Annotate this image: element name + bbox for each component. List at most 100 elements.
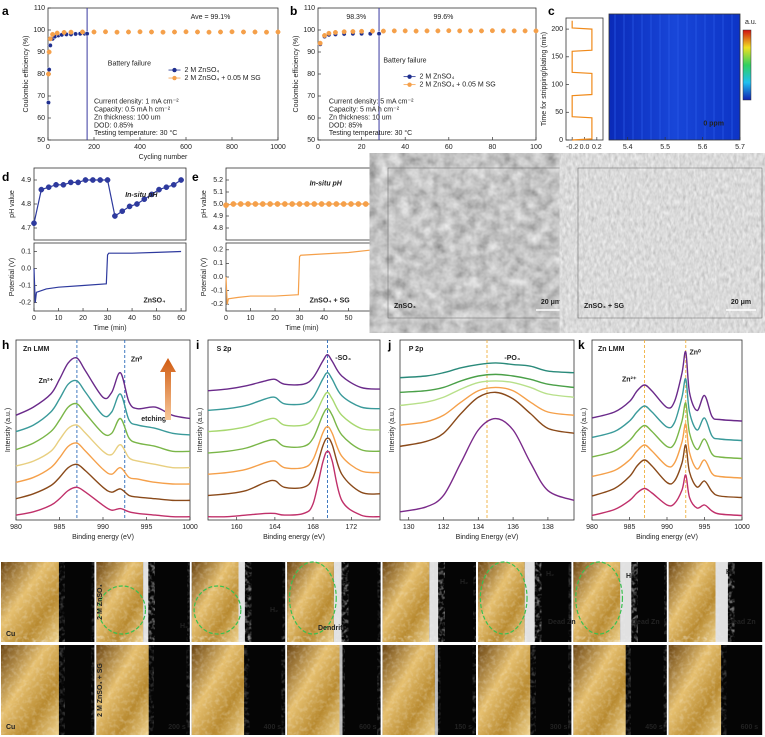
dendrite-grain [244, 562, 251, 642]
y-tick-label: 0.0 [21, 265, 31, 272]
bubble-outline [479, 561, 528, 635]
annotation: S 2p [217, 346, 232, 353]
x-tick-label: 985 [54, 524, 66, 531]
data-point [468, 28, 474, 34]
data-point [500, 28, 506, 34]
data-point [91, 29, 97, 35]
data-point [457, 28, 463, 34]
annotation: Capacity: 0.5 mA h cm⁻² [94, 106, 171, 113]
dendrite [238, 562, 245, 642]
data-point [206, 29, 212, 35]
data-point [359, 28, 365, 34]
data-point [160, 29, 166, 35]
data-point [355, 201, 362, 207]
dendrite [715, 562, 728, 642]
time-label: 400 s [264, 724, 282, 731]
spectrum [15, 424, 191, 469]
data-point [172, 29, 177, 35]
y-tick-label: 100 [303, 27, 315, 34]
data-point [348, 201, 354, 207]
image-annotation: Dead Zn [548, 619, 576, 626]
x-tick-label: 400 [134, 144, 146, 151]
condition-label: 2 M ZnSO₄ + SG [97, 663, 104, 717]
x-axis-label: Binding energy (eV) [72, 534, 134, 541]
panel-label: d [2, 170, 9, 184]
panel-label: b [290, 4, 297, 18]
data-point [47, 42, 53, 48]
spectrum [207, 372, 381, 412]
spectrum [591, 402, 743, 460]
spectrum [399, 380, 575, 407]
data-point [252, 29, 258, 35]
annotation: In-situ pH [310, 181, 343, 188]
grain [573, 645, 626, 735]
plot: 4.8 4.9 5.0 5.1 5.2 pH value In-situ pH [201, 167, 379, 241]
annotation: -PO₄ [504, 355, 520, 362]
data-point [114, 29, 120, 35]
plot: 0 10 20 30 40 50 60 -0.2 -0.1 0.0 0.1 0.2 Time (min)… [201, 242, 379, 332]
data-point [104, 177, 111, 183]
data-point [97, 177, 104, 183]
grain [191, 562, 239, 642]
annotation: 99.6% [434, 14, 454, 21]
x-tick-label: 1000 [182, 524, 198, 531]
x-tick-label: 134 [472, 524, 484, 531]
data-point [89, 177, 96, 183]
annotation: Testing temperature: 30 °C [329, 129, 412, 137]
x-axis-label: Cycle number [405, 154, 449, 161]
x-tick-label: 138 [542, 524, 554, 531]
annotation: Zn⁰ [690, 348, 702, 356]
image-annotation: H₂ [726, 569, 734, 576]
plot: 5.4 5.5 5.6 5.7 Time (min) 0 ppm [608, 13, 745, 161]
y-tick-label: 200 [551, 26, 563, 33]
spectrum [591, 444, 743, 499]
annotation: Zn thickness: 10 um [329, 114, 392, 121]
sem-frame [577, 167, 763, 319]
image-annotation: H₂ [270, 607, 278, 614]
grain [668, 645, 722, 735]
axes-frame [591, 339, 743, 521]
y-tick-label: 4.9 [21, 177, 31, 184]
sem-caption: ZnSO₄ [394, 303, 416, 310]
deposit [339, 645, 343, 735]
data-point [126, 203, 133, 210]
dendrite-grain [534, 562, 541, 642]
x-tick-label: 990 [661, 524, 673, 531]
data-point [46, 100, 51, 106]
spectrum [207, 450, 381, 518]
data-point [370, 28, 375, 34]
data-point [178, 177, 184, 183]
series-line [225, 249, 374, 305]
image-annotation: H₂ [626, 573, 634, 580]
x-tick-label: 30 [296, 315, 304, 322]
x-axis-label: Cycling number [139, 154, 188, 161]
data-point [362, 201, 369, 207]
annotation: Zn²⁺ [39, 378, 54, 385]
data-point [511, 28, 517, 34]
x-tick-label: 0 [316, 144, 320, 151]
x-tick-label: 600 [180, 144, 192, 151]
dendrite [620, 562, 632, 642]
data-point [264, 29, 269, 35]
legend-marker [172, 67, 177, 73]
spectrum [15, 356, 191, 420]
data-point [252, 201, 259, 207]
data-point [275, 29, 281, 35]
x-axis-label: Time (min) [285, 325, 318, 332]
y-axis-label: Intensity (a.u.) [197, 408, 204, 452]
condition-label: 2 M ZnSO₄ [97, 584, 104, 620]
y-axis-label: Intensity (a.u.) [581, 408, 588, 452]
x-tick-label: 20 [271, 315, 279, 322]
data-point [522, 28, 528, 34]
spectrum [207, 408, 381, 454]
panel-label: e [192, 170, 199, 184]
data-point [82, 177, 89, 183]
image-annotation: Dead Zn [728, 619, 756, 626]
x-tick-label: 20 [358, 144, 366, 151]
spectrum [399, 417, 575, 513]
annotation: P 2p [409, 346, 424, 353]
sem-image [388, 168, 572, 318]
y-tick-label: 70 [307, 93, 315, 100]
x-tick-label: 136 [507, 524, 519, 531]
time-label: 600 s [741, 724, 759, 731]
